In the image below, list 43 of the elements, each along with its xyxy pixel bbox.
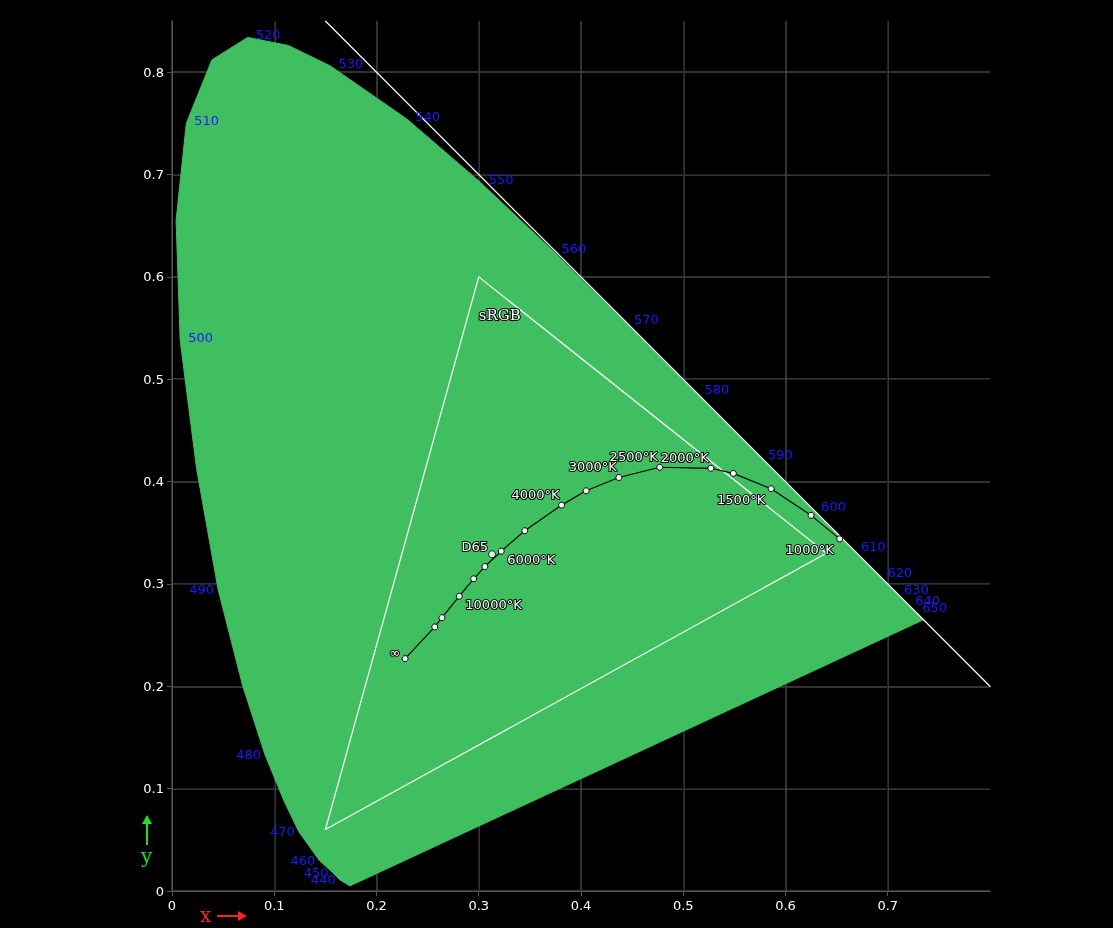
annotation: 620 [887, 565, 913, 581]
annotation: 590 [767, 446, 793, 462]
annotation: 610 [860, 538, 886, 554]
annotation: 520 [255, 26, 281, 42]
y-tick-label: 0.7 [143, 167, 164, 183]
y-tick-label: 0.2 [143, 678, 164, 694]
x-tick-label: 0.6 [775, 898, 796, 913]
x-tick-label: 0.2 [366, 898, 387, 913]
annotation: 500 [188, 329, 214, 345]
annotation: 6000°K [507, 551, 556, 567]
annotation: 570 [633, 312, 659, 328]
y-tick-label: 0.4 [143, 474, 164, 490]
annotation: 4000°K [511, 486, 561, 502]
annotation: 600 [821, 498, 846, 514]
annotation: 510 [194, 112, 220, 128]
annotation: 530 [338, 55, 364, 71]
annotation: 460 [290, 852, 316, 868]
annotation: 480 [236, 747, 262, 763]
x-tick-label: 0.1 [263, 898, 285, 913]
x-tick-label: 0.4 [570, 898, 592, 913]
annotation: 490 [189, 581, 215, 597]
annotation: 580 [704, 382, 730, 398]
x-tick-label: 0.7 [877, 898, 899, 913]
annotation: 630 [903, 581, 929, 597]
x-tick-label: 0 [167, 898, 177, 913]
x-tick-label: 0.3 [468, 898, 490, 913]
annotation: 2000°K [660, 449, 710, 465]
y-tick-label: 0.3 [143, 576, 164, 592]
annotation: 560 [561, 240, 587, 256]
annotation: ∞ [389, 645, 401, 661]
series-label: sRGB [478, 305, 521, 324]
annotation: D65 [461, 538, 489, 554]
y-tick-label: 0.6 [143, 269, 164, 285]
y-tick-label: 0.1 [143, 781, 164, 797]
y-tick-label: 0.5 [143, 371, 164, 387]
x-tick-label: 0.5 [672, 898, 694, 913]
y-tick-label: 0.8 [143, 64, 164, 80]
y-tick-label: 0 [155, 883, 164, 899]
x-axis-title: x [200, 903, 212, 927]
annotation: 10000°K [465, 596, 523, 612]
annotation: 550 [488, 172, 514, 188]
y-axis-title: y [141, 844, 153, 868]
annotation: 470 [269, 824, 295, 840]
